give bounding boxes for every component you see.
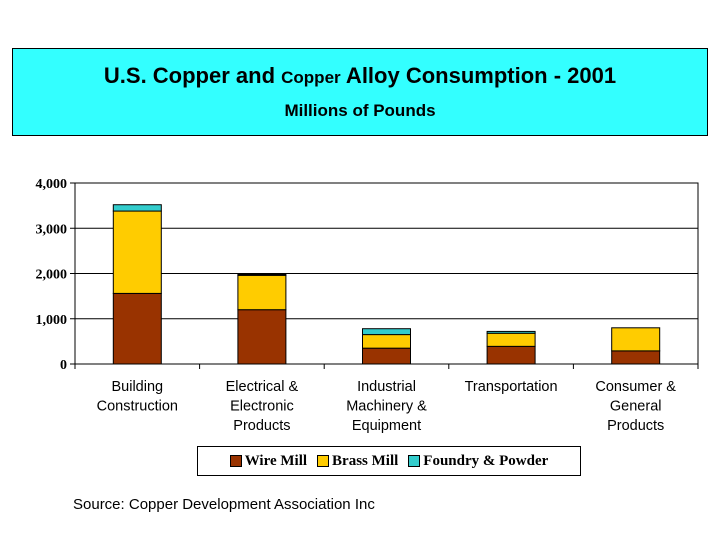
y-tick-label-4: 4,000 [36,177,68,192]
legend-swatch-2 [408,455,421,467]
bar-wire-mill-4 [611,350,661,365]
chart-title-part3: Alloy Consumption - 2001 [340,63,617,88]
legend-item-0: Wire Mill [229,452,308,470]
bar-wire-mill-3 [486,345,536,365]
legend-item-2: Foundry & Powder [408,453,548,470]
x-category-label-2-1: Machinery & [346,399,427,415]
chart-plot: 0 1,000 2,000 3,000 4,000 Building Constructio… [36,177,699,434]
legend-label-2: Foundry & Powder [423,452,549,469]
source-note: Source: Copper Development Association I… [73,496,375,513]
y-tick-label-1: 1,000 [36,313,68,328]
bar-brass-mill-1 [237,274,287,311]
legend-label-0: Wire Mill [244,452,308,469]
legend-swatch-0 [229,455,242,467]
x-category-label-1-1: Electronic [230,399,294,415]
y-tick-label-2: 2,000 [36,268,68,283]
legend-item-1: Brass Mill [317,453,398,470]
chart-subtitle: Millions of Pounds [284,101,436,120]
x-category-label-2-2: Equipment [352,418,421,434]
bar-brass-mill-0 [112,210,162,294]
bar-wire-mill-1 [237,309,287,365]
x-category-label-4-1: General [610,399,662,415]
chart-title: U.S. Copper and Copper Alloy Consumption… [13,63,707,89]
bar-brass-mill-2 [362,334,411,349]
bar-foundry-powder-1 [237,273,287,276]
x-category-label-1-2: Products [233,418,290,434]
bar-brass-mill-4 [611,327,661,352]
title-box: U.S. Copper and Copper Alloy Consumption… [12,48,708,136]
chart-title-part2: Copper [281,68,341,87]
chart-title-part1: U.S. Copper and [103,63,282,88]
x-category-label-0-0: Building [112,379,164,395]
bar-wire-mill-2 [362,347,411,365]
x-category-label-2-0: Industrial [357,379,416,395]
x-category-label-4-2: Products [607,418,664,434]
chart-legend: Wire Mill Brass Mill Foundry & Powder [197,446,581,476]
bar-wire-mill-0 [112,292,162,365]
x-category-label-0-1: Construction [97,399,178,415]
bar-foundry-powder-2 [362,328,411,336]
x-category-label-3-0: Transportation [465,379,558,395]
y-tick-label-3: 3,000 [36,222,68,237]
x-category-label-4-0: Consumer & [595,379,676,395]
legend-label-1: Brass Mill [332,452,399,469]
bar-foundry-powder-0 [112,204,162,212]
x-category-label-1-0: Electrical & [226,379,299,395]
bar-foundry-powder-3 [486,330,536,334]
legend-swatch-1 [317,455,330,467]
y-tick-label-0: 0 [60,358,67,373]
bar-brass-mill-3 [486,332,536,347]
